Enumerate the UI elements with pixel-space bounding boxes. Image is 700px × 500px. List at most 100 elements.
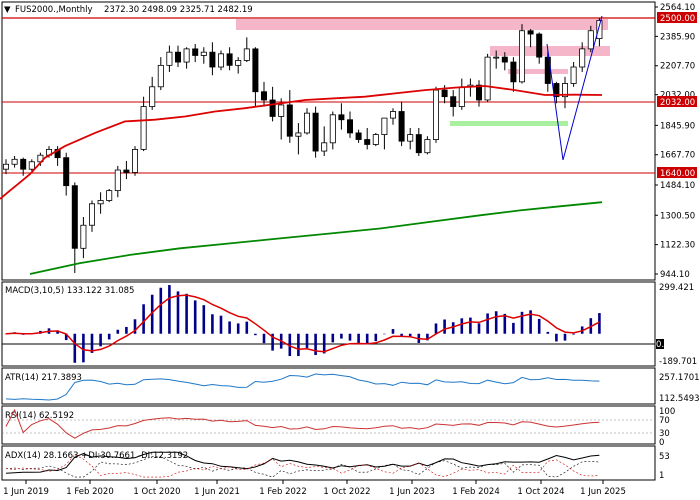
candle-body xyxy=(157,64,164,88)
price-tick-label: 1484.10 xyxy=(660,181,695,191)
candle-body xyxy=(415,134,422,154)
macd-title: MACD(3,10,5) 133.122 31.085 xyxy=(5,286,134,296)
macd-bar xyxy=(408,333,412,338)
price-tick-label: 1300.50 xyxy=(660,211,695,221)
time-tick-label: 1 Oct 2024 xyxy=(517,487,564,497)
adx-tick-top: 53 xyxy=(659,452,670,462)
candle-body xyxy=(295,132,302,137)
candle-body xyxy=(407,134,414,142)
moving-average-green-line xyxy=(29,201,603,275)
macd-bar xyxy=(512,322,515,334)
candle-body xyxy=(71,185,78,249)
macd-bar xyxy=(202,305,206,334)
macd-bar xyxy=(288,333,292,357)
atr-tick-top: 257.1701 xyxy=(659,373,700,383)
macd-bar xyxy=(305,333,309,348)
macd-bar xyxy=(322,333,326,354)
candles-group xyxy=(3,17,603,274)
macd-bar xyxy=(365,333,369,345)
macd-bar xyxy=(572,333,575,335)
atr-tick-bottom: 112.5493 xyxy=(659,394,700,404)
macd-bar xyxy=(185,293,188,334)
candle-body xyxy=(570,66,577,84)
macd-bar xyxy=(64,333,68,341)
candle-body xyxy=(131,149,138,173)
level-label-2032: 2032.00 xyxy=(660,98,695,108)
macd-bar xyxy=(563,333,567,341)
candle-body xyxy=(252,48,259,93)
candle-body xyxy=(364,139,371,145)
candle-body xyxy=(89,203,96,226)
time-tick-label: 1 Jun 2023 xyxy=(389,487,435,497)
macd-bar xyxy=(443,319,446,334)
rsi-panel-frame xyxy=(1,405,656,445)
candle-body xyxy=(243,48,250,61)
candle-body xyxy=(519,30,526,83)
price-tick-label: 944.10 xyxy=(660,270,690,280)
candle-body xyxy=(432,89,439,140)
candle-body xyxy=(596,20,603,40)
macd-bar xyxy=(82,333,85,363)
macd-bar xyxy=(262,333,266,344)
adx-panel-frame xyxy=(1,445,656,481)
rsi-line xyxy=(5,408,600,439)
macd-bar xyxy=(254,333,257,336)
macd-bar xyxy=(297,333,300,357)
macd-bar xyxy=(451,322,455,334)
candle-body xyxy=(579,48,586,68)
time-tick-label: 1 Oct 2020 xyxy=(133,487,180,497)
trend-line-up xyxy=(562,15,603,161)
candle-body xyxy=(510,61,517,83)
price-axis: 2564.10 2385.90 2207.70 2032.00 1845.90 1667.… xyxy=(655,3,695,280)
trend-line-down xyxy=(546,43,564,161)
candle-body xyxy=(458,86,465,107)
adx-tick-bottom: 1 xyxy=(659,471,664,481)
adx-line xyxy=(5,451,600,474)
macd-bar xyxy=(219,315,223,334)
macd-bar xyxy=(486,313,489,334)
candle-body xyxy=(106,190,113,201)
macd-tick-zero: 0.00 xyxy=(656,340,675,350)
macd-bar xyxy=(228,321,231,334)
header-arrow-icon: ▼ xyxy=(4,5,11,15)
adx-plus-di-line xyxy=(5,456,600,478)
macd-bar xyxy=(340,333,343,339)
macd-bar xyxy=(133,319,137,334)
candle-body xyxy=(149,86,156,107)
candle-body xyxy=(484,56,491,101)
rsi-tick-30: 30 xyxy=(659,429,670,439)
macd-tick-top: 299.421 xyxy=(659,283,694,293)
time-tick-label: 1 Jun 2019 xyxy=(3,487,49,497)
price-tick-label: 1122.30 xyxy=(660,241,695,251)
macd-bar xyxy=(159,287,163,334)
adx-minus-di-line xyxy=(5,454,600,478)
candle-body xyxy=(209,51,216,68)
time-tick-label: 1 Oct 2022 xyxy=(323,487,370,497)
macd-histogram xyxy=(4,285,601,363)
candle-body xyxy=(80,224,87,249)
time-axis: 1 Jun 2019 1 Feb 2020 1 Oct 2020 1 Jun 2021… xyxy=(3,480,626,497)
macd-bar xyxy=(236,323,240,334)
macd-bar xyxy=(503,313,507,334)
macd-bar xyxy=(520,311,524,334)
macd-bar xyxy=(537,318,541,334)
price-tick-label: 2207.70 xyxy=(660,62,695,72)
macd-bar xyxy=(546,331,550,334)
candle-body xyxy=(338,114,345,121)
macd-bar xyxy=(477,323,481,334)
macd-bar xyxy=(314,333,317,356)
macd-bar xyxy=(99,333,102,347)
macd-bar xyxy=(168,285,171,334)
candle-body xyxy=(192,48,199,56)
time-tick-label: 1 Feb 2020 xyxy=(66,487,114,497)
candle-body xyxy=(97,200,104,205)
macd-bar xyxy=(142,304,145,334)
time-tick-label: 1 Jun 2021 xyxy=(194,487,240,497)
candle-body xyxy=(475,84,482,101)
candle-body xyxy=(166,51,173,66)
macd-bar xyxy=(400,333,403,337)
macd-bar xyxy=(460,318,464,334)
macd-bar xyxy=(555,333,558,342)
candle-body xyxy=(217,53,224,68)
price-tick-label: 1845.90 xyxy=(660,121,695,131)
